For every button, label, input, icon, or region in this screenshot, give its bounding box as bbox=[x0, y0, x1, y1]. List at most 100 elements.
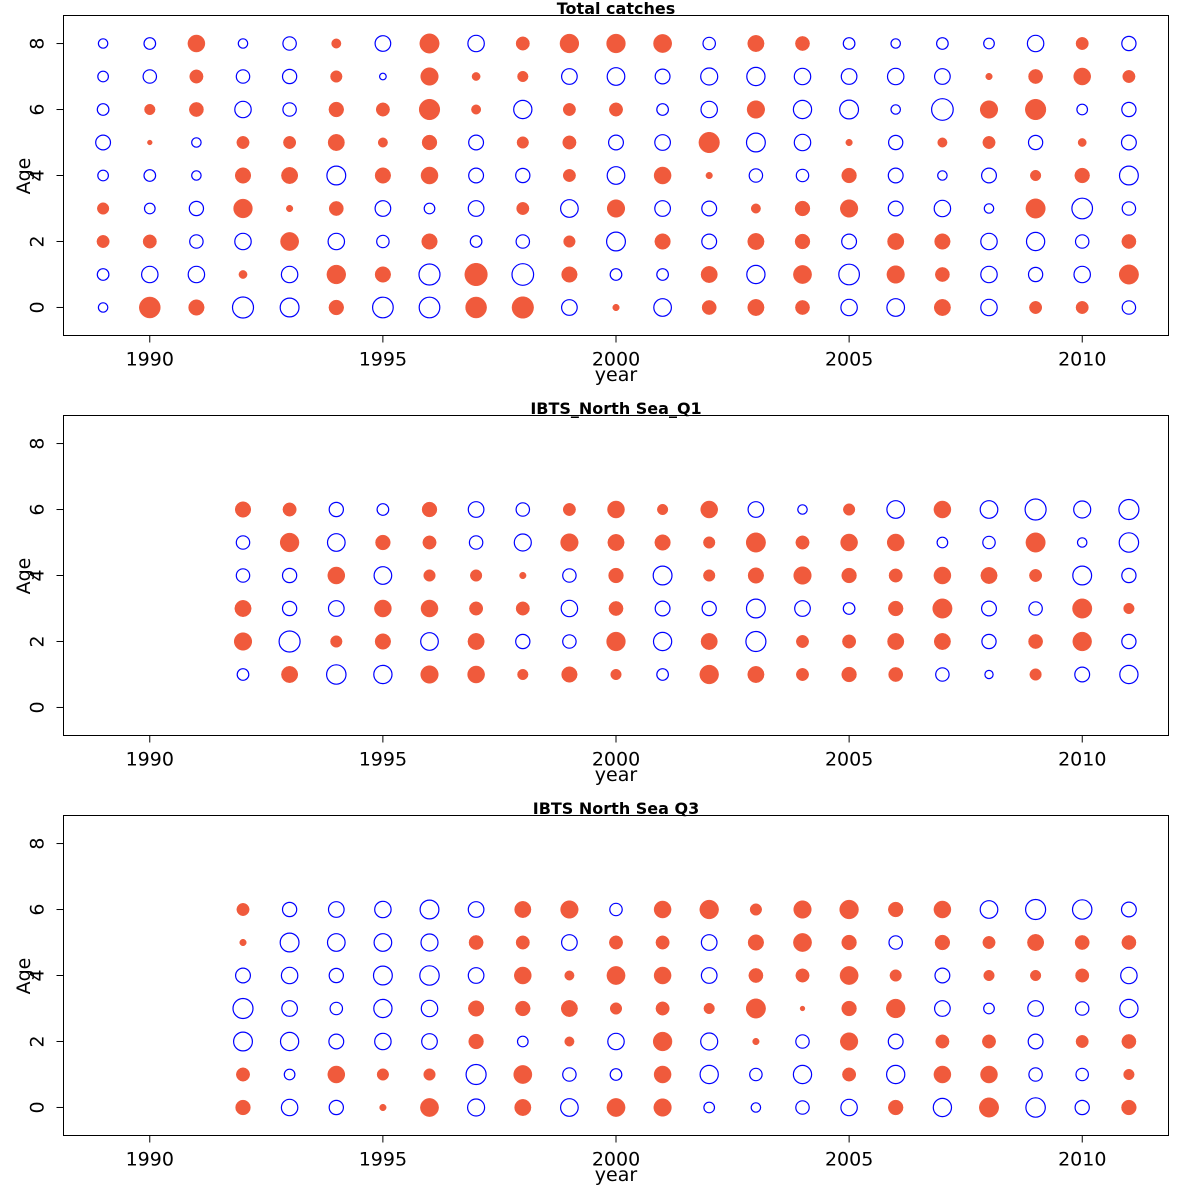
x-tick-label: 2000 bbox=[592, 349, 640, 371]
bubble-positive bbox=[468, 1000, 485, 1017]
bubble-positive bbox=[1030, 969, 1042, 982]
bubble-negative bbox=[143, 202, 156, 215]
bubble-positive bbox=[327, 134, 345, 151]
bubble-positive bbox=[326, 264, 346, 285]
bubble-positive bbox=[468, 935, 484, 950]
bubble-positive bbox=[887, 633, 905, 650]
bubble-positive bbox=[841, 1000, 857, 1017]
bubble-negative bbox=[373, 998, 393, 1019]
bubble-negative bbox=[511, 263, 535, 286]
bubble-positive bbox=[418, 98, 441, 121]
bubble-negative bbox=[700, 934, 718, 951]
bubble-positive bbox=[560, 533, 579, 552]
bubble-positive bbox=[236, 1067, 250, 1082]
bubble-negative bbox=[96, 103, 110, 116]
x-tick-label: 2005 bbox=[825, 749, 873, 771]
bubble-negative bbox=[1121, 201, 1137, 216]
bubble-negative bbox=[656, 103, 669, 116]
bubble-negative bbox=[1121, 101, 1137, 118]
bubble-negative bbox=[934, 68, 951, 85]
bubble-negative bbox=[279, 1031, 300, 1052]
bubble-positive bbox=[608, 601, 624, 616]
bubble-negative bbox=[1024, 498, 1047, 521]
x-tick-label: 1990 bbox=[126, 349, 174, 371]
bubble-positive bbox=[562, 503, 576, 516]
bubble-negative bbox=[374, 200, 392, 217]
bubble-negative bbox=[281, 567, 298, 584]
bubble-positive bbox=[747, 35, 765, 52]
bubble-positive bbox=[1028, 634, 1043, 649]
bubble-negative bbox=[376, 503, 390, 516]
bubble-positive bbox=[468, 1033, 484, 1050]
bubble-positive bbox=[839, 966, 859, 985]
bubble-negative bbox=[656, 268, 669, 281]
bubble-negative bbox=[95, 134, 112, 151]
bubble-negative bbox=[1071, 197, 1094, 220]
bubble-positive bbox=[374, 633, 391, 650]
bubble-positive bbox=[516, 202, 530, 215]
bubble-positive bbox=[519, 571, 527, 580]
bubble-negative bbox=[1026, 34, 1045, 53]
bubble-positive bbox=[1075, 301, 1089, 314]
bubble-negative bbox=[373, 566, 393, 585]
bubble-positive bbox=[238, 270, 248, 279]
y-tick-label: 2 bbox=[27, 1035, 49, 1047]
bubble-positive bbox=[701, 300, 717, 315]
bubble-positive bbox=[1074, 935, 1090, 950]
bubble-negative bbox=[234, 100, 252, 119]
bubble-negative bbox=[561, 934, 578, 951]
bubble-negative bbox=[513, 533, 532, 552]
bubble-negative bbox=[468, 167, 485, 184]
bubble-negative bbox=[840, 68, 858, 85]
bubble-negative bbox=[984, 669, 994, 680]
bubble-negative bbox=[515, 633, 531, 650]
bubble-positive bbox=[793, 900, 812, 919]
y-axis-label: Age bbox=[13, 958, 35, 995]
bubble-negative bbox=[1120, 134, 1137, 151]
bubble-negative bbox=[281, 600, 298, 617]
bubble-negative bbox=[467, 1098, 486, 1117]
bubble-positive bbox=[1123, 1068, 1135, 1081]
bubble-negative bbox=[887, 200, 904, 217]
bubble-negative bbox=[979, 900, 999, 919]
bubble-positive bbox=[236, 903, 250, 916]
bubble-negative bbox=[607, 1032, 625, 1051]
bubble-positive bbox=[980, 1065, 998, 1084]
bubble-negative bbox=[701, 233, 718, 250]
y-tick-label: 0 bbox=[27, 1101, 49, 1113]
bubble-negative bbox=[418, 263, 441, 286]
bubble-negative bbox=[1074, 666, 1091, 683]
bubble-positive bbox=[1122, 70, 1136, 83]
bubble-negative bbox=[327, 232, 346, 251]
bubble-negative bbox=[1076, 103, 1089, 116]
bubble-positive bbox=[187, 34, 206, 53]
x-axis-label: year bbox=[595, 764, 638, 786]
bubble-positive bbox=[652, 1031, 673, 1052]
bubble-negative bbox=[97, 70, 109, 83]
bubble-negative bbox=[934, 1000, 951, 1017]
bubble-positive bbox=[561, 666, 578, 683]
bubble-negative bbox=[328, 501, 344, 518]
bubble-negative bbox=[745, 598, 766, 619]
bubble-negative bbox=[1118, 532, 1140, 553]
bubble-positive bbox=[561, 266, 578, 283]
bubble-negative bbox=[374, 1032, 392, 1051]
bubble-positive bbox=[234, 167, 252, 184]
bubble-positive bbox=[699, 899, 719, 920]
bubble-positive bbox=[795, 968, 810, 983]
y-axis-ticks: 0 2 4 6 8 bbox=[27, 437, 64, 714]
bubble-negative bbox=[886, 298, 906, 317]
y-axis-ticks: 0 2 4 6 8 bbox=[27, 37, 64, 314]
bubble-positive bbox=[933, 500, 952, 519]
bubble-negative bbox=[793, 133, 812, 152]
bubble-negative bbox=[419, 965, 440, 986]
bubble-negative bbox=[652, 565, 673, 586]
bubble-negative bbox=[279, 297, 300, 318]
bubble-negative bbox=[935, 667, 950, 682]
bubble-positive bbox=[703, 536, 716, 549]
bubble-positive bbox=[1029, 301, 1043, 314]
bubble-negative bbox=[467, 901, 485, 918]
bubble-positive bbox=[845, 138, 853, 147]
bubble-positive bbox=[1027, 934, 1045, 951]
